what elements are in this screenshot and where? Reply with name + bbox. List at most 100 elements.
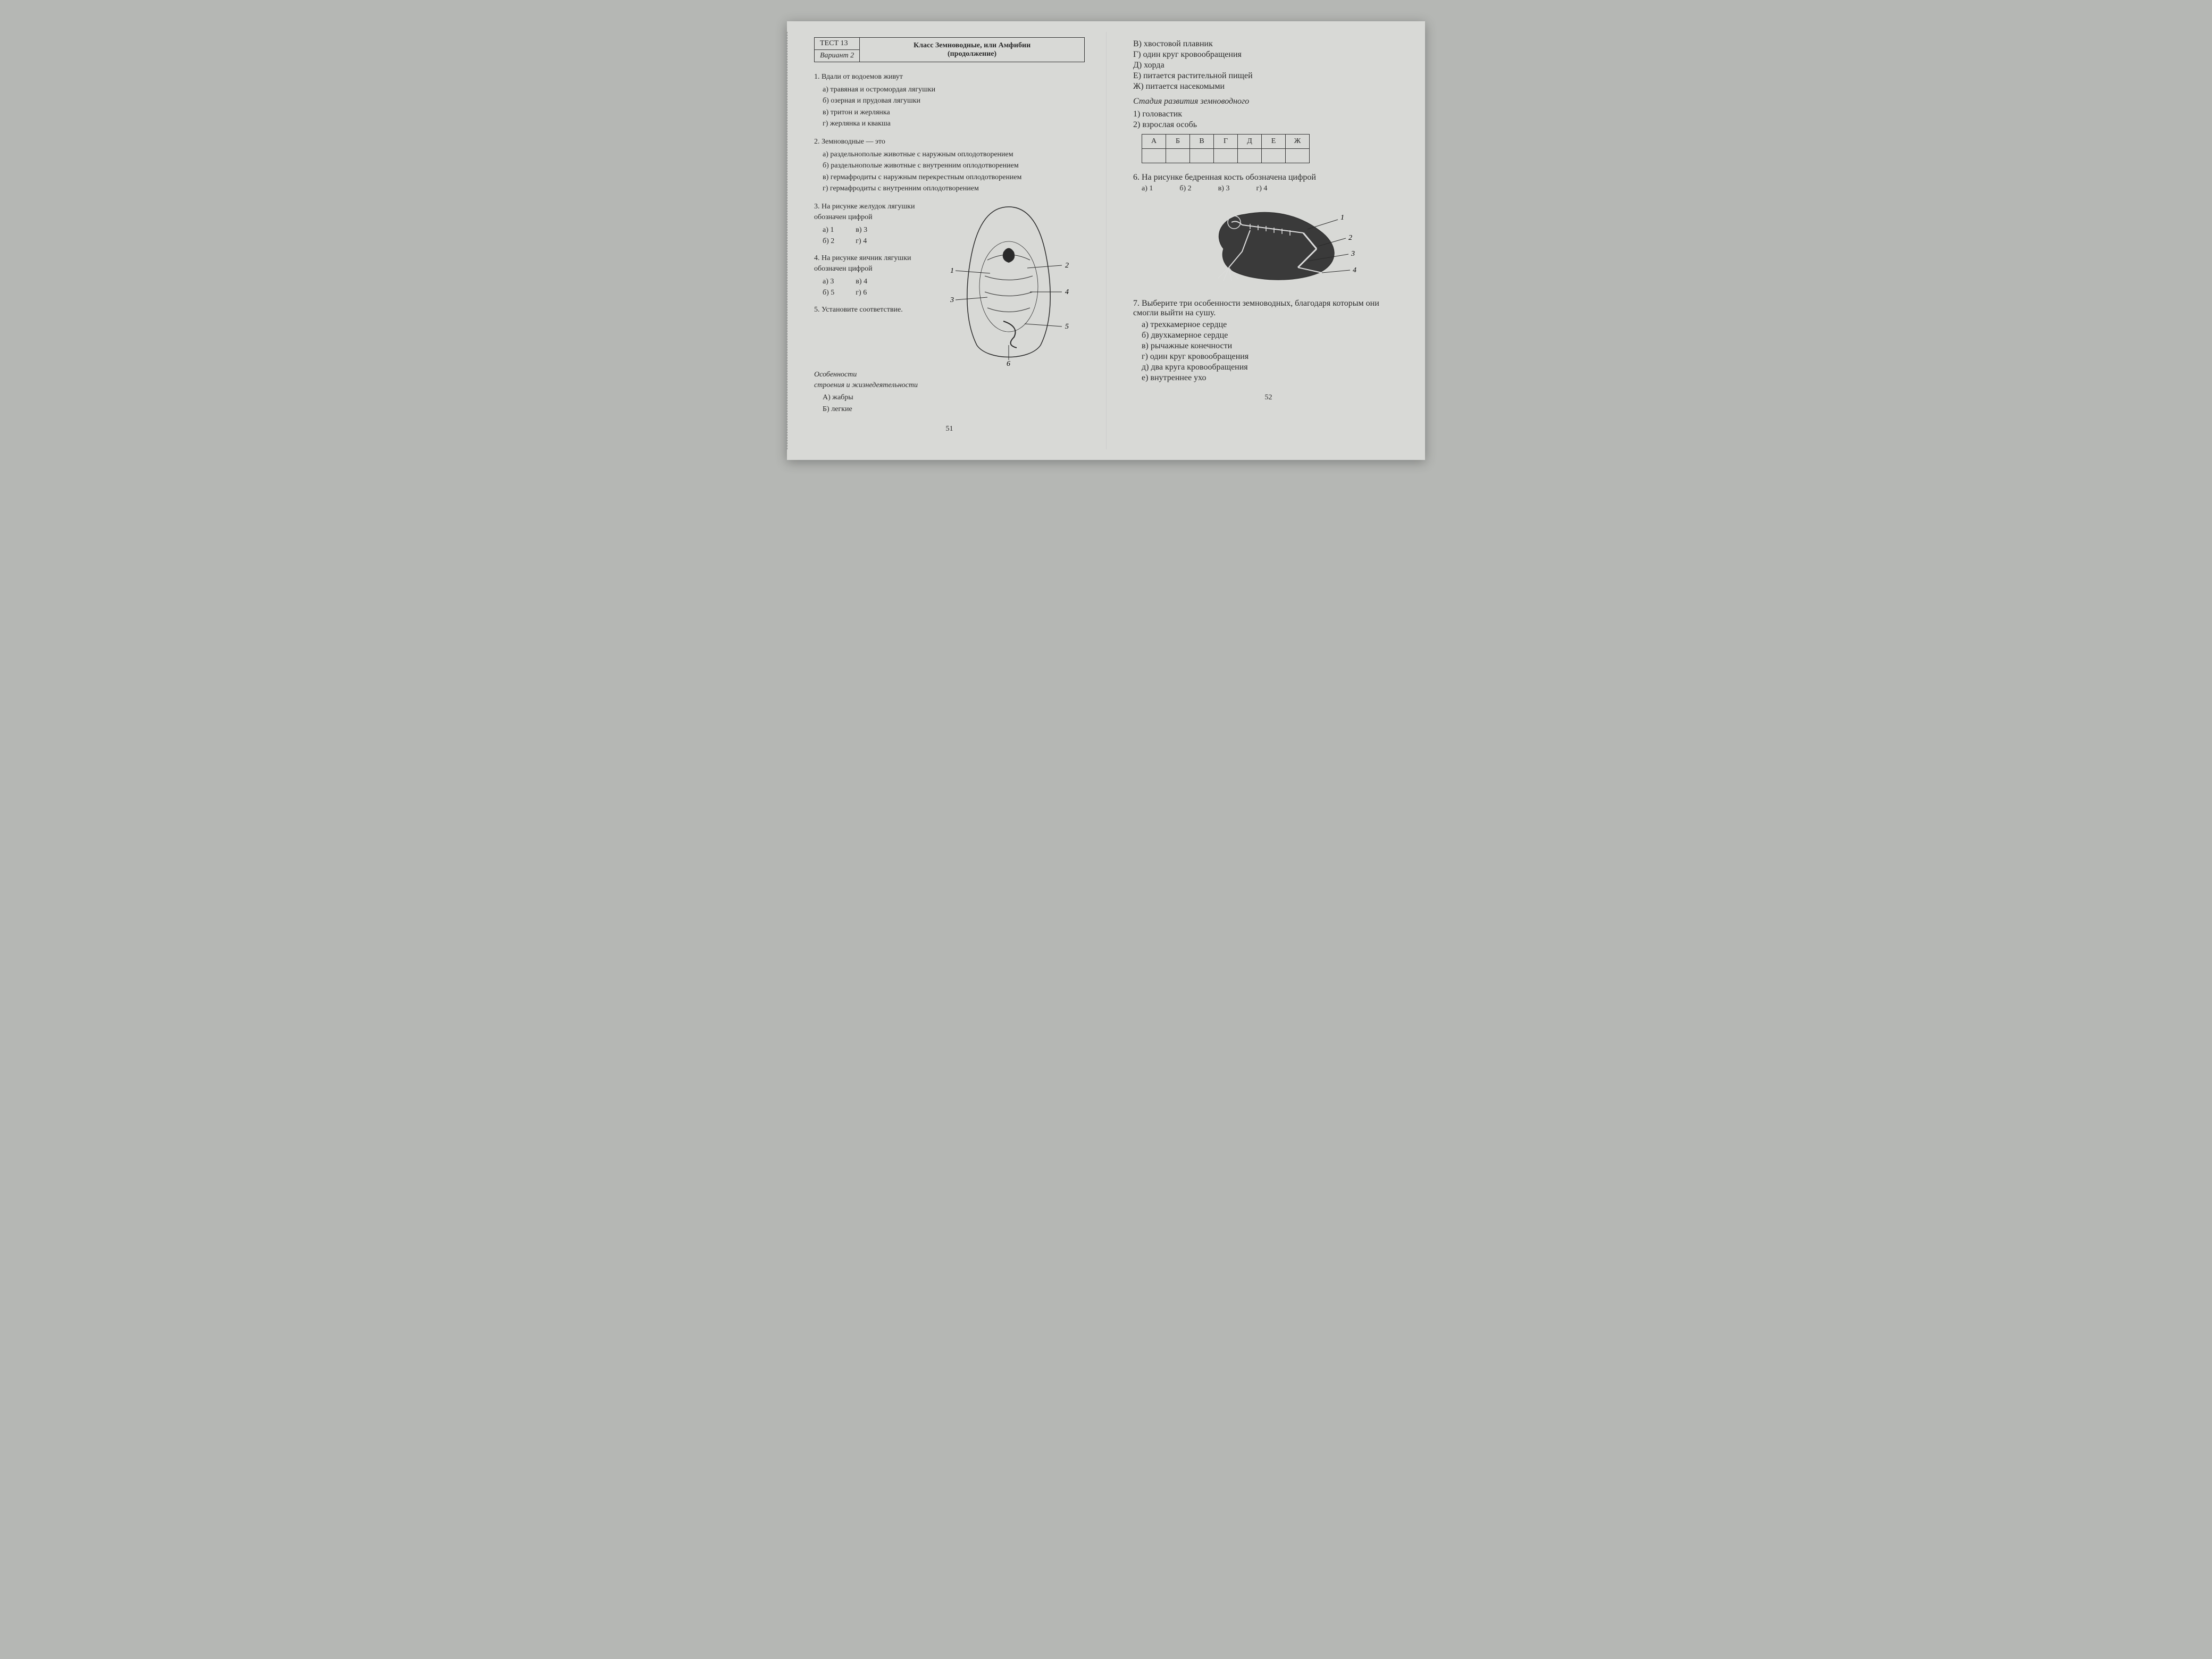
q1-text: Вдали от водоемов живут [822,73,903,81]
q5-stage-1: 1) головастик [1133,110,1404,119]
q5-subheading: Особенности строения и жизнедеятельности [814,370,1085,390]
diag-label-4: 4 [1065,288,1069,296]
question-3-4-5-block: 3. На рисунке желудок лягушки обозначен … [814,202,1085,414]
match-hdr-b: Б [1166,135,1190,149]
q3-text: На рисунке желудок лягушки обозначен циф… [814,203,915,221]
q7-options: а) трехкамерное сердце б) двухкамерное с… [1133,320,1404,383]
q6-opt-b: б) 2 [1179,185,1191,193]
q4-opt-a: а) 3 [823,276,834,287]
q4-text: На рисунке яичник лягушки обозначен цифр… [814,254,911,273]
q2-opt-c: в) гермафродиты с наружным перекрестным … [823,172,1085,183]
skel-label-2: 2 [1348,234,1352,242]
q5-options: А) жабры Б) легкие [814,392,1085,414]
match-hdr-g: Г [1214,135,1238,149]
frog-skeleton-diagram: 1 2 3 4 [1149,198,1404,291]
sheet: ТЕСТ 13 Вариант 2 Класс Земноводные, или… [787,21,1425,460]
diag-label-3: 3 [950,296,954,304]
question-6: 6. На рисунке бедренная кость обозначена… [1133,173,1404,193]
test-label: ТЕСТ 13 [815,38,860,50]
q7-num: 7. [1133,299,1139,308]
q2-opt-a: а) раздельнополые животные с наружным оп… [823,149,1085,160]
q7-text: Выберите три особенности земноводных, бл… [1133,299,1379,317]
question-1: 1. Вдали от водоемов живут а) травяная и… [814,72,1085,129]
q3-opt-d: г) 4 [856,236,867,247]
question-7: 7. Выберите три особенности земноводных,… [1133,299,1404,383]
q5-text: Установите соответствие. [822,306,903,314]
match-cell[interactable] [1190,149,1214,163]
q4-num: 4. [814,254,820,262]
page-number-left: 51 [814,425,1085,433]
q6-opt-c: в) 3 [1218,185,1230,193]
frog-anatomy-diagram: 1 2 3 4 5 6 [933,202,1085,366]
q1-options: а) травяная и остромордая лягушки б) озе… [814,85,1085,129]
q5-opt-b: Б) легкие [823,404,1085,415]
skel-label-4: 4 [1353,266,1356,274]
title-line1: Класс Земноводные, или Амфибии [865,41,1079,50]
match-cell[interactable] [1166,149,1190,163]
q3-opt-a: а) 1 [823,224,834,236]
q1-opt-c: в) тритон и жерлянка [823,107,1085,118]
q1-opt-d: г) жерлянка и квакша [823,119,1085,129]
q3-opt-c: в) 3 [856,224,867,236]
match-cell[interactable] [1214,149,1238,163]
variant-label: Вариант 2 [815,50,860,62]
q5-opt-a: А) жабры [823,392,1085,403]
match-hdr-e: Е [1262,135,1286,149]
q5-opt-d: Д) хорда [1133,61,1404,70]
diag-label-5: 5 [1065,323,1069,331]
question-2: 2. Земноводные — это а) раздельнополые ж… [814,137,1085,194]
question-5: 5. Установите соответствие. [814,305,928,315]
q7-opt-f: е) внутреннее ухо [1142,373,1404,383]
q1-opt-a: а) травяная и остромордая лягушки [823,85,1085,95]
q7-opt-e: д) два круга кровообращения [1142,363,1404,372]
q5-opt-e: Е) питается растительной пищей [1133,71,1404,81]
q5-opt-v: В) хвостовой плавник [1133,39,1404,49]
match-cell[interactable] [1262,149,1286,163]
q4-opt-d: г) 6 [856,287,867,298]
match-cell[interactable] [1238,149,1262,163]
q1-num: 1. [814,73,820,81]
q6-num: 6. [1133,173,1139,182]
q2-opt-d: г) гермафродиты с внутренним оплодотворе… [823,183,1085,194]
match-hdr-d: Д [1238,135,1262,149]
match-hdr-a: А [1142,135,1166,149]
match-cell[interactable] [1142,149,1166,163]
q6-text: На рисунке бедренная кость обозначена ци… [1142,173,1316,182]
q5-stage-label: Стадия развития земноводного [1133,97,1404,106]
q1-opt-b: б) озерная и прудовая лягушки [823,96,1085,106]
q5-stage-2: 2) взрослая особь [1133,120,1404,130]
q2-options: а) раздельнополые животные с наружным оп… [814,149,1085,194]
q7-opt-c: в) рычажные конечности [1142,341,1404,351]
match-hdr-zh: Ж [1286,135,1310,149]
q5-num: 5. [814,306,820,314]
q6-opt-a: а) 1 [1142,185,1153,193]
q3-num: 3. [814,203,820,211]
q5-cont-options: В) хвостовой плавник Г) один круг кровоо… [1133,39,1404,91]
q5-stage-options: 1) головастик 2) взрослая особь [1133,110,1404,130]
q4-opt-c: в) 4 [856,276,867,287]
q7-opt-b: б) двухкамерное сердце [1142,331,1404,340]
diag-label-6: 6 [1007,360,1010,368]
title-line2: (продолжение) [865,50,1079,58]
skel-label-1: 1 [1340,214,1344,222]
q2-text: Земноводные — это [822,138,885,146]
q5-opt-zh: Ж) питается насекомыми [1133,82,1404,91]
q7-opt-a: а) трехкамерное сердце [1142,320,1404,330]
page-number-right: 52 [1133,393,1404,402]
question-3: 3. На рисунке желудок лягушки обозначен … [814,202,928,247]
q6-opt-d: г) 4 [1256,185,1267,193]
page-left: ТЕСТ 13 Вариант 2 Класс Земноводные, или… [787,32,1106,449]
question-4: 4. На рисунке яичник лягушки обозначен ц… [814,253,928,298]
q7-opt-d: г) один круг кровообращения [1142,352,1404,362]
skel-label-3: 3 [1351,250,1355,258]
diag-label-1: 1 [950,267,954,275]
q5-opt-g: Г) один круг кровообращения [1133,50,1404,60]
q2-num: 2. [814,138,820,146]
page-right: В) хвостовой плавник Г) один круг кровоо… [1106,32,1425,449]
q2-opt-b: б) раздельнополые животные с внутренним … [823,161,1085,171]
match-hdr-v: В [1190,135,1214,149]
match-table: А Б В Г Д Е Ж [1142,134,1310,163]
q4-opt-b: б) 5 [823,287,834,298]
match-cell[interactable] [1286,149,1310,163]
test-header: ТЕСТ 13 Вариант 2 Класс Земноводные, или… [814,37,1085,62]
